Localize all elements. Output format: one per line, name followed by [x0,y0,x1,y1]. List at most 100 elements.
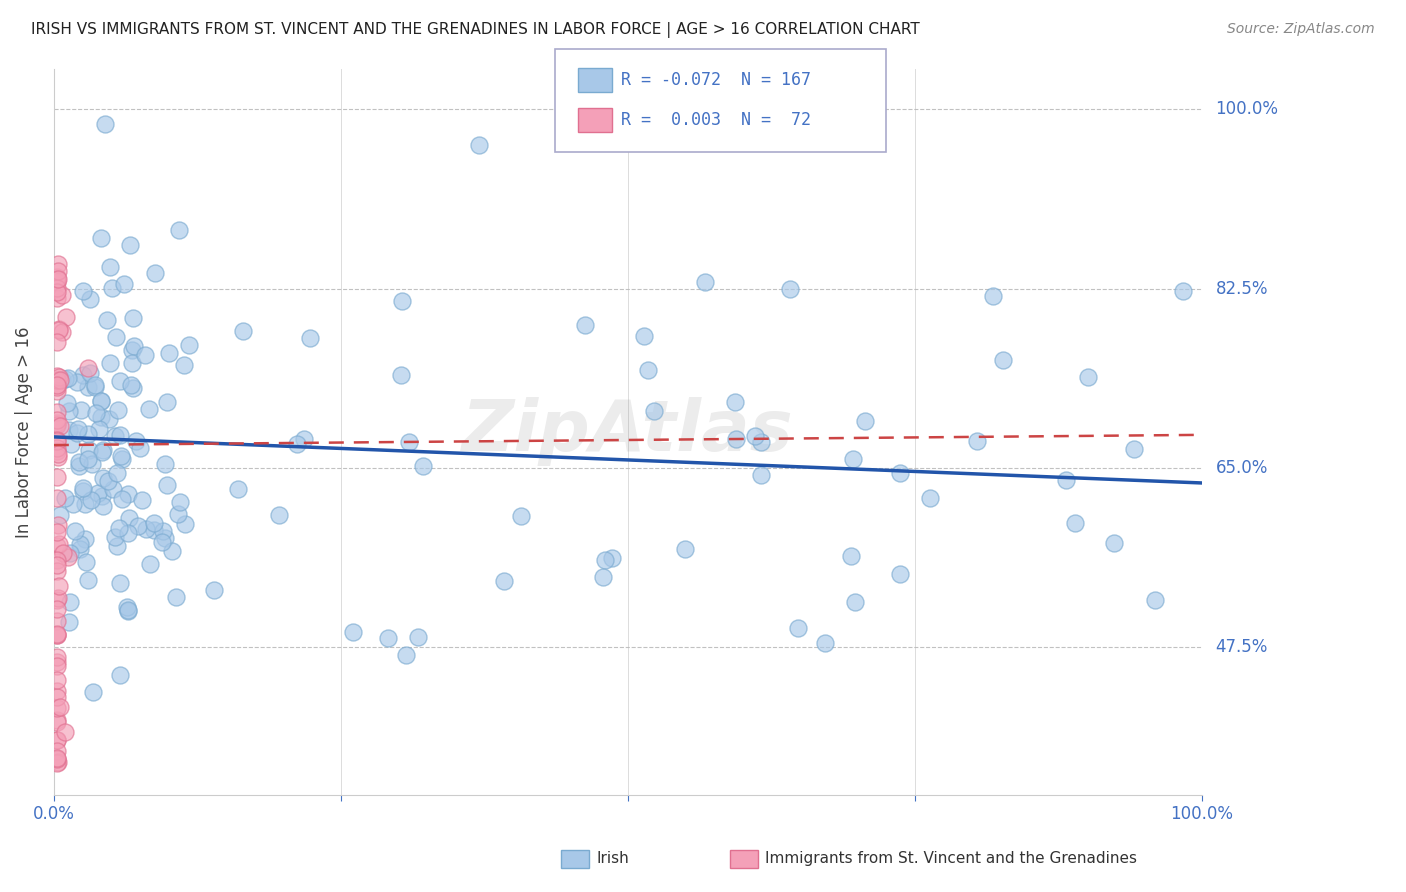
Point [101,483,124,497]
Point [80,493,103,508]
Point [72,481,94,495]
Point [1054,473,1077,487]
Point [779,282,801,296]
Point [46,264,69,278]
Point [48,536,70,550]
Point [72,368,94,383]
Point [46,602,69,616]
Point [122,310,145,325]
Point [395,648,418,662]
Point [53,725,76,739]
Point [391,293,413,308]
Point [58,423,80,437]
Point [67,422,90,436]
Point [111,452,134,467]
Text: 47.5%: 47.5% [1216,638,1268,656]
Point [77,426,100,441]
Point [412,459,434,474]
Point [56,549,79,564]
Text: ZipAtlas: ZipAtlas [461,397,793,467]
Point [76,573,98,587]
Point [173,358,195,372]
Point [637,363,659,377]
Point [97,475,120,489]
Point [69,541,91,556]
Point [108,576,131,591]
Text: 100.0%: 100.0% [1216,101,1278,119]
Point [814,636,837,650]
Point [643,404,665,418]
Point [56,396,79,410]
Point [117,487,139,501]
Point [46,491,69,505]
Point [67,455,90,469]
Point [69,537,91,551]
Point [981,289,1004,303]
Point [48,419,70,434]
Point [156,478,179,492]
Point [157,346,180,360]
Point [1064,516,1087,530]
Point [73,532,96,546]
Point [285,437,308,451]
Point [226,483,249,497]
Point [46,713,69,727]
Point [127,518,149,533]
Point [918,491,941,505]
Point [100,260,122,274]
Point [46,441,69,455]
Point [1102,536,1125,550]
Point [46,405,69,419]
Point [115,599,138,614]
Point [48,370,70,384]
Point [46,744,69,758]
Text: Immigrants from St. Vincent and the Grenadines: Immigrants from St. Vincent and the Gren… [765,852,1137,866]
Point [46,378,69,392]
Point [46,433,69,447]
Point [152,524,174,539]
Point [46,257,69,271]
Point [1173,284,1195,298]
Point [105,329,128,343]
Point [96,312,118,326]
Point [52,546,75,560]
Point [160,543,183,558]
Point [46,540,69,554]
Point [1077,370,1099,384]
Point [1123,442,1146,457]
Point [46,684,69,698]
Point [77,360,100,375]
Point [46,558,69,573]
Point [46,447,69,461]
Point [46,732,69,747]
Point [79,292,101,306]
Point [108,374,131,388]
Point [46,715,69,730]
Point [167,223,190,237]
Point [46,649,69,664]
Text: 65.0%: 65.0% [1216,458,1268,476]
Point [693,276,716,290]
Point [46,755,69,769]
Point [839,549,862,563]
Point [84,377,107,392]
Point [46,627,69,641]
Point [72,284,94,298]
Point [58,615,80,630]
Point [377,631,399,645]
Point [121,356,143,370]
Point [55,310,77,325]
Point [744,429,766,443]
Point [105,466,128,480]
Point [98,355,121,369]
Point [90,231,112,245]
Point [48,373,70,387]
Point [298,331,321,345]
Point [46,752,69,766]
Point [46,373,69,387]
Point [46,275,69,289]
Point [138,402,160,417]
Point [46,434,69,449]
Point [165,591,187,605]
Point [46,444,69,458]
